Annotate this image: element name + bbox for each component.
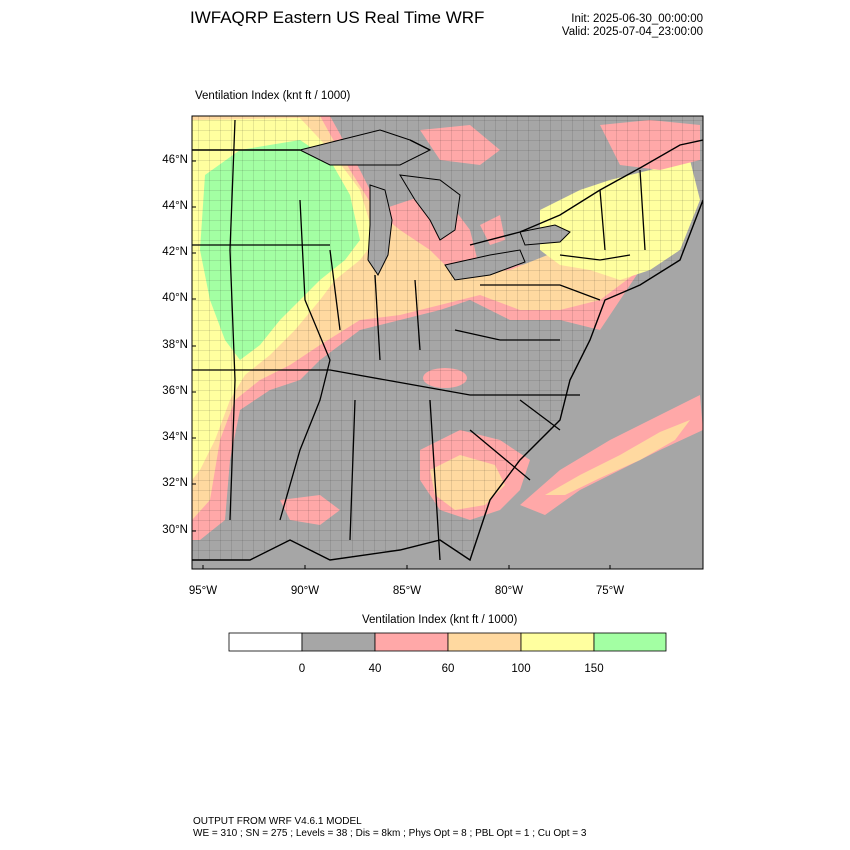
axis-ticks xyxy=(192,160,611,569)
footer-config: WE = 310 ; SN = 275 ; Levels = 38 ; Dis … xyxy=(193,828,587,839)
lat-label: 44°N xyxy=(162,200,188,212)
colorbar-bin-5 xyxy=(593,632,667,652)
map-frame xyxy=(191,115,704,570)
lat-label: 46°N xyxy=(162,154,188,166)
lat-label: 40°N xyxy=(162,292,188,304)
colorbar-bin-0 xyxy=(228,632,303,652)
lon-label: 80°W xyxy=(494,585,524,597)
coastline xyxy=(192,199,703,562)
footer-model: OUTPUT FROM WRF V4.6.1 MODEL xyxy=(193,816,362,827)
colorbar-tick: 60 xyxy=(441,663,455,675)
lon-label: 85°W xyxy=(392,585,422,597)
lat-label: 32°N xyxy=(162,477,188,489)
lat-label: 36°N xyxy=(162,385,188,397)
colorbar-tick: 40 xyxy=(368,663,382,675)
init-time: Init: 2025-06-30_00:00:00 xyxy=(571,13,703,25)
colorbar-title: Ventilation Index (knt ft / 1000) xyxy=(362,614,518,626)
lat-label: 42°N xyxy=(162,246,188,258)
map-area xyxy=(192,116,703,569)
main-title: IWFAQRP Eastern US Real Time WRF xyxy=(190,8,485,27)
lat-label: 34°N xyxy=(162,431,188,443)
border-canada xyxy=(192,139,703,246)
colorbar-bin-1 xyxy=(301,632,376,652)
colorbar-bin-2 xyxy=(374,632,449,652)
colorbar-tick: 100 xyxy=(511,663,531,675)
lat-label: 30°N xyxy=(162,524,188,536)
lat-label: 38°N xyxy=(162,339,188,351)
lon-label: 90°W xyxy=(290,585,320,597)
state-borders xyxy=(192,119,646,561)
colorbar xyxy=(228,632,667,652)
map-field-label: Ventilation Index (knt ft / 1000) xyxy=(195,90,351,102)
colorbar-tick: 150 xyxy=(584,663,604,675)
lon-label: 75°W xyxy=(595,585,625,597)
colorbar-bin-4 xyxy=(520,632,595,652)
lon-label: 95°W xyxy=(188,585,218,597)
valid-time: Valid: 2025-07-04_23:00:00 xyxy=(561,26,703,38)
colorbar-bin-3 xyxy=(447,632,522,652)
colorbar-tick: 0 xyxy=(298,663,306,675)
